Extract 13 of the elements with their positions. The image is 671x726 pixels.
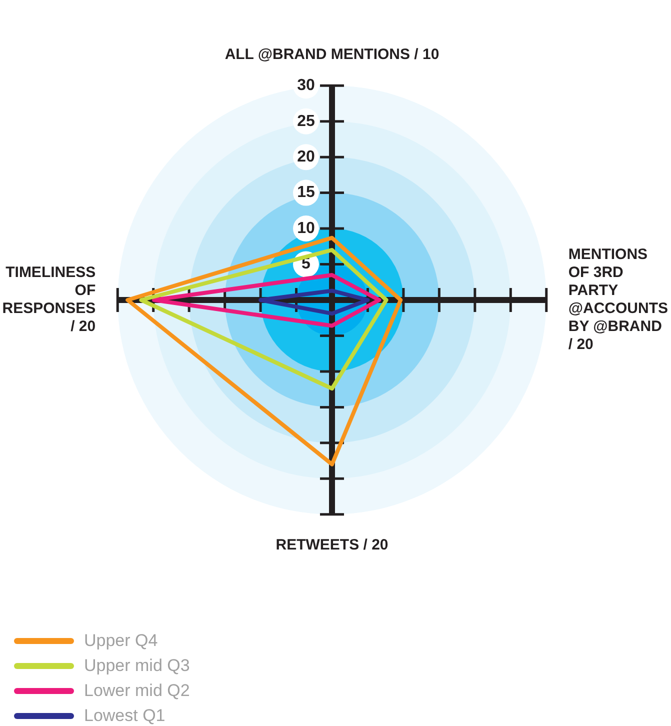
y-tick-label: 15 [297, 184, 315, 202]
y-tick-label: 20 [297, 148, 315, 166]
y-tick-label: 10 [297, 220, 315, 237]
spoke-label: RETWEETS / 20 [276, 536, 388, 554]
legend-label: Lower mid Q2 [84, 680, 190, 700]
legend-label: Upper Q4 [84, 630, 158, 650]
y-tick-label: 30 [297, 77, 315, 94]
spoke-label: TIMELINESS OF RESPONSES / 20 [2, 264, 96, 336]
legend-label: Lowest Q1 [84, 706, 166, 726]
legend-label: Upper mid Q3 [84, 656, 190, 676]
spoke-label: MENTIONS OF 3RD PARTY @ACCOUNTS BY @BRAND / 20 [568, 246, 668, 354]
spoke-label: ALL @BRAND MENTIONS / 10 [224, 46, 440, 63]
y-tick-label: 25 [297, 112, 315, 130]
